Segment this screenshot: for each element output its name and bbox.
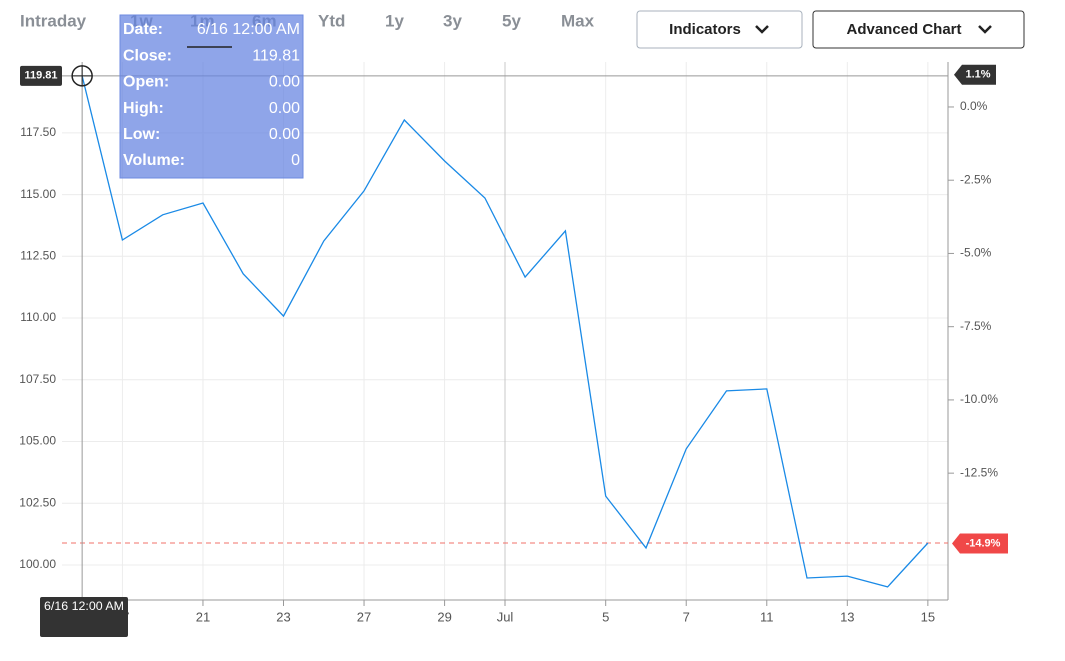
y2-tick-label: -5.0%	[960, 246, 992, 260]
x-tick-label: 5	[602, 609, 609, 624]
x-tick-label: 21	[196, 609, 210, 624]
tooltip-value: 0.00	[269, 100, 300, 117]
range-tab[interactable]: Max	[561, 11, 595, 30]
chevron	[755, 25, 769, 34]
tooltip-value: 0	[291, 152, 300, 169]
range-tab[interactable]: 5y	[502, 11, 521, 30]
y-tick-label: 112.50	[20, 248, 56, 262]
tooltip-value: 0.00	[269, 126, 300, 143]
date-badge-label: 6/16 12:00 AM	[44, 599, 124, 613]
tooltip-box	[119, 14, 304, 179]
tooltip-label: High:	[123, 100, 164, 117]
y2-tick-label: -12.5%	[960, 465, 998, 479]
tooltip-label: Close:	[123, 47, 172, 64]
indicators-label[interactable]: Indicators	[669, 21, 741, 38]
y-tick-label: 117.50	[20, 125, 56, 139]
x-tick-label: Jul	[497, 609, 514, 624]
tooltip-label: Date:	[123, 21, 163, 38]
x-tick-label: 29	[437, 609, 451, 624]
y-tick-label: 115.00	[20, 187, 56, 201]
chevron	[978, 25, 992, 34]
tooltip-value: 6/16 12:00 AM	[197, 21, 300, 38]
tooltip-value: 0.00	[269, 74, 300, 91]
x-tick-label: 23	[276, 609, 290, 624]
y-tick-label: 110.00	[20, 310, 56, 324]
tooltip-label: Volume:	[123, 152, 185, 169]
tooltip-label: Open:	[123, 74, 169, 91]
y-tick-label: 105.00	[19, 434, 56, 448]
x-tick-label: 7	[683, 609, 690, 624]
y2-tick-label: -2.5%	[960, 172, 992, 186]
last-pct-badge-label: -14.9%	[966, 537, 1001, 549]
x-tick-label: 11	[760, 609, 774, 624]
range-tab[interactable]: 1y	[385, 11, 404, 30]
x-tick-label: 27	[357, 609, 371, 624]
y2-tick-label: -10.0%	[960, 392, 998, 406]
x-tick-label: 15	[921, 609, 935, 624]
tooltip-label: Low:	[123, 126, 160, 143]
advanced-chart-label[interactable]: Advanced Chart	[846, 21, 961, 38]
price-line	[81, 75, 929, 588]
price-badge-label: 119.81	[24, 70, 57, 82]
pct-badge	[954, 64, 996, 85]
y2-tick-label: -7.5%	[960, 319, 992, 333]
range-tab[interactable]: Intraday	[20, 11, 87, 30]
x-tick-label: 13	[840, 609, 854, 624]
y-tick-label: 100.00	[19, 557, 56, 571]
range-tab[interactable]: 3y	[443, 11, 462, 30]
y2-tick-label: 0.0%	[960, 99, 988, 113]
y-tick-label: 102.50	[19, 495, 56, 509]
last-pct-badge	[952, 533, 1008, 554]
y-tick-label: 107.50	[19, 372, 56, 386]
tooltip-value: 119.81	[252, 47, 300, 64]
range-tab[interactable]: Ytd	[318, 11, 345, 30]
price-badge	[20, 65, 62, 86]
advanced-chart-button[interactable]	[812, 10, 1025, 49]
pct-badge-label: 1.1%	[965, 69, 990, 81]
date-badge	[40, 597, 128, 637]
indicators-button[interactable]	[636, 10, 803, 49]
